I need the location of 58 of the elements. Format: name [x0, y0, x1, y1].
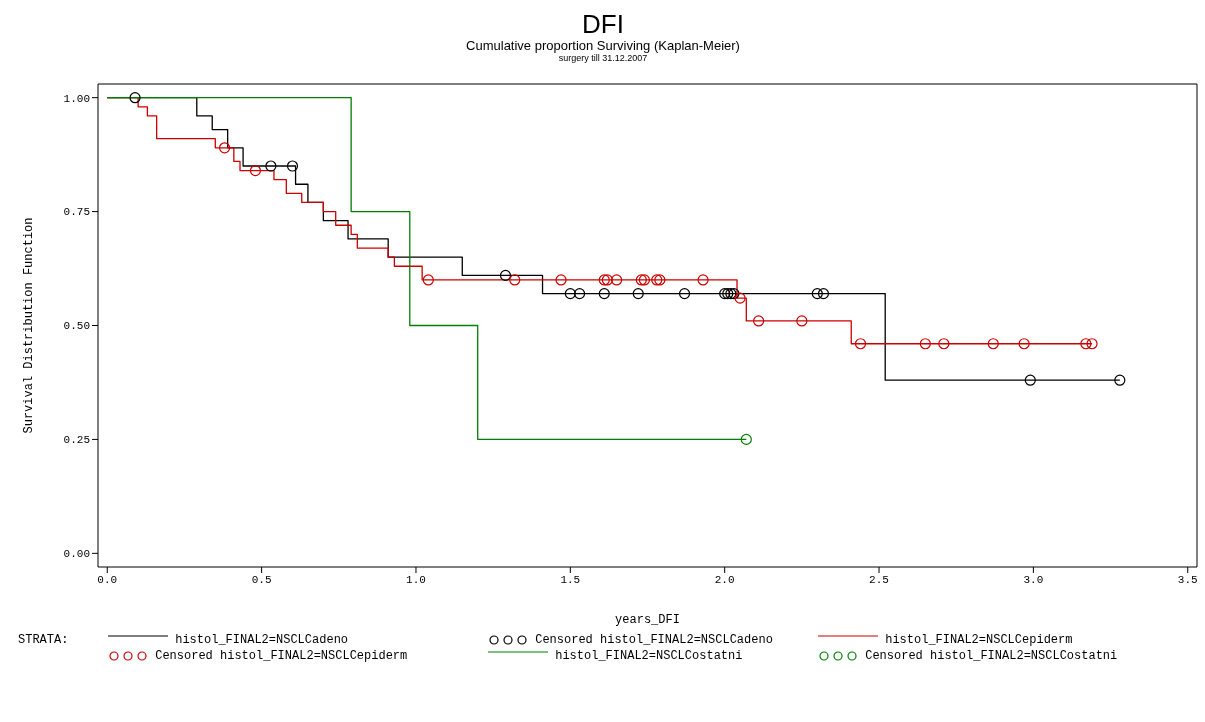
point: [632, 288, 644, 300]
y-tick-label: 1.00: [63, 92, 90, 105]
point: [286, 160, 299, 172]
legend-title: STRATA:: [18, 633, 70, 647]
point: [987, 338, 999, 350]
x-tick-label: 3.5: [1177, 573, 1198, 586]
point: [796, 315, 808, 327]
point: [249, 164, 262, 177]
point: [811, 288, 823, 300]
point: [611, 274, 623, 286]
x-tick-label: 1.5: [560, 573, 581, 586]
legend-label: Censored histol_FINAL2=NSCLCadeno: [535, 633, 773, 647]
point: [499, 269, 512, 281]
point: [678, 288, 691, 300]
text: surgery till 31.12.2007: [557, 53, 649, 63]
point: [1114, 374, 1126, 386]
point: [422, 274, 434, 286]
point: [919, 338, 931, 350]
y-axis-title: Survival Distribution Function: [22, 217, 37, 434]
point: [573, 288, 586, 300]
point: [509, 274, 521, 286]
point: [697, 274, 709, 286]
y-tick-label: 0.50: [63, 320, 90, 333]
point: [598, 288, 610, 300]
legend-label: histol_FINAL2=NSCLCepiderm: [885, 633, 1073, 647]
x-tick-label: 1.0: [406, 573, 426, 586]
point: [638, 274, 651, 286]
chart-subtitle: Cumulative proportion Surviving (Kaplan-Meier): [465, 38, 741, 53]
point: [753, 315, 765, 327]
x-tick-label: 2.5: [869, 573, 889, 586]
point: [1080, 338, 1092, 350]
point: [1086, 338, 1098, 350]
y-tick-label: 0.00: [63, 548, 90, 561]
y-tick-label: 0.25: [63, 434, 90, 447]
point: [1018, 338, 1030, 350]
x-tick-label: 0.0: [97, 573, 118, 586]
legend-label: histol_FINAL2=NSCLCostatni: [555, 649, 743, 663]
x-axis-title: years_DFI: [615, 613, 680, 627]
point: [265, 160, 277, 172]
point: [564, 288, 576, 300]
point: [734, 292, 746, 304]
legend-label: Censored histol_FINAL2=NSCLCostatni: [865, 649, 1118, 663]
point: [740, 433, 752, 446]
point: [817, 288, 830, 300]
y-tick-label: 0.75: [63, 206, 90, 219]
point: [555, 274, 567, 286]
chart-title: DFI: [581, 9, 625, 39]
x-tick-label: 3.0: [1023, 573, 1044, 586]
x-tick-label: 2.0: [714, 573, 735, 586]
legend-label: histol_FINAL2=NSCLCadeno: [175, 633, 349, 647]
point: [635, 274, 647, 286]
point: [1024, 374, 1036, 386]
point: [938, 338, 950, 350]
point: [218, 142, 231, 154]
point: [854, 338, 867, 350]
legend-label: Censored histol_FINAL2=NSCLCepiderm: [155, 649, 408, 663]
x-tick-label: 0.5: [251, 573, 272, 586]
point: [129, 92, 141, 104]
